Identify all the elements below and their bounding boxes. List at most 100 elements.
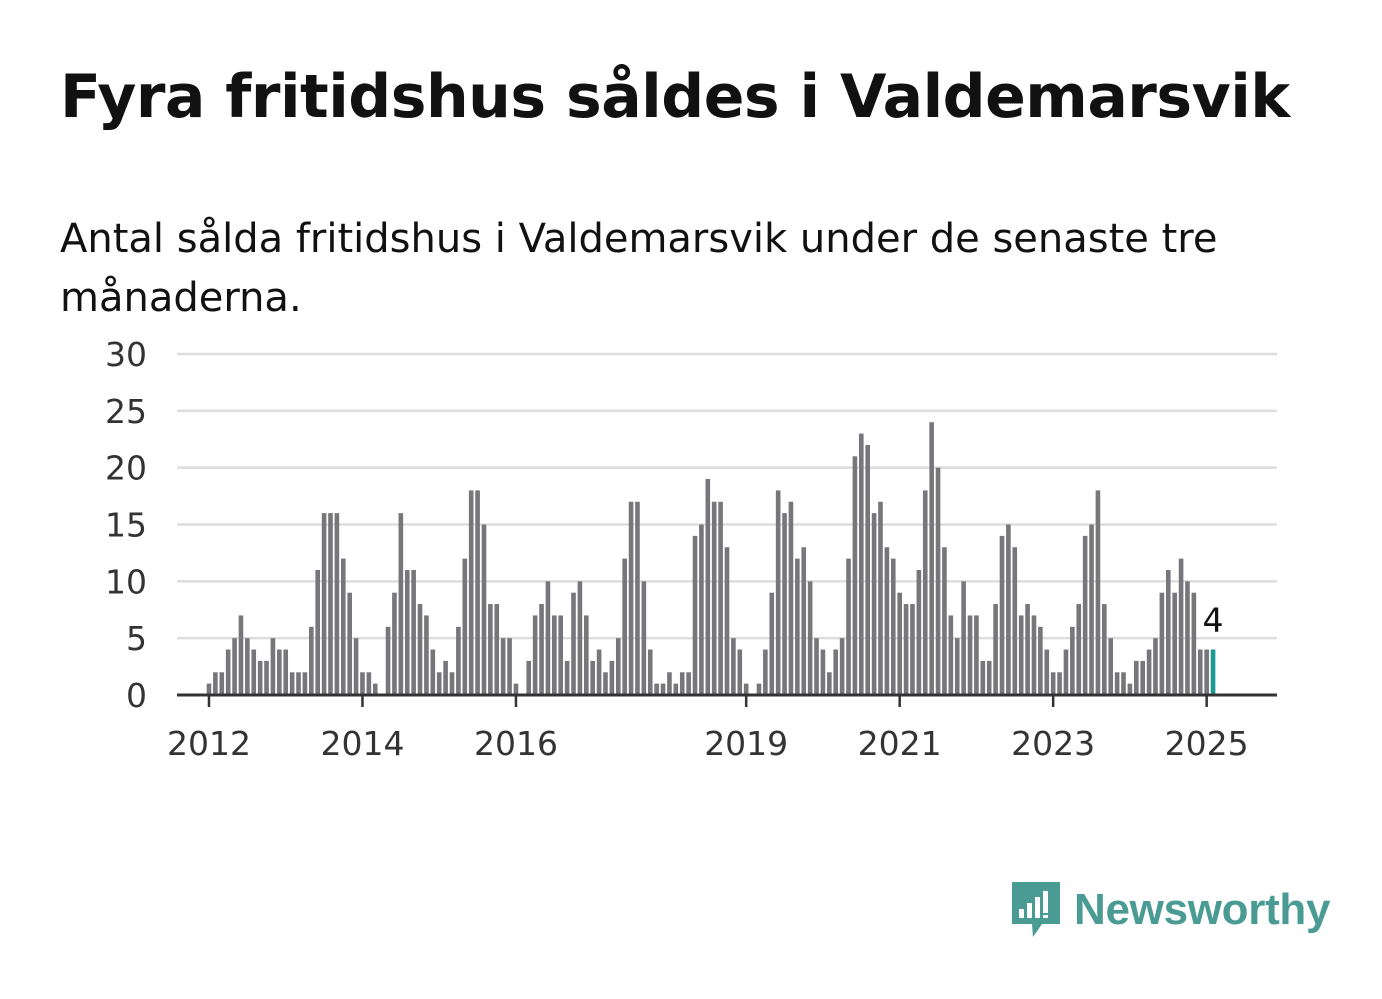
bar [1114,672,1120,695]
x-tick-label: 2014 [320,724,404,763]
bar [232,638,237,695]
bar [897,592,902,695]
bar [942,547,947,695]
bar [615,638,621,695]
bar [213,672,218,695]
bar [321,513,327,695]
bar [967,615,973,695]
bar [270,638,276,695]
bar [443,660,448,695]
bar [641,581,647,695]
bar [1050,672,1056,695]
bar [711,501,717,695]
bar [251,649,257,695]
bar [558,615,564,695]
bar [283,649,289,695]
bar [1031,615,1037,695]
bar [1210,649,1216,695]
bar [993,604,998,695]
bar [1070,626,1075,695]
bar [871,513,877,695]
bar [986,660,992,695]
y-tick-label: 10 [105,562,147,601]
bar [564,660,570,695]
bars [206,422,1216,695]
bar [404,569,410,695]
bar [1102,604,1107,695]
bar [795,558,800,695]
bar [424,615,429,695]
bar [769,592,775,695]
chart-title: Fyra fritidshus såldes i Valdemarsvik [60,62,1290,132]
bar [1159,592,1165,695]
bar [846,558,851,695]
bar [839,638,845,695]
bar [309,626,314,695]
bar [366,672,372,695]
bar [1076,604,1082,695]
bar [353,638,359,695]
bar [1127,683,1133,695]
bar [622,558,627,695]
bar [731,638,736,695]
bar [667,672,672,695]
bar [532,615,538,695]
newsworthy-brand: Newsworthy [1010,878,1330,942]
bar [347,592,352,695]
bar [679,672,685,695]
x-tick-label: 2019 [704,724,788,763]
bar [1012,547,1018,695]
bar [999,535,1005,695]
bar [775,490,781,695]
bar [827,672,832,695]
bar [494,604,500,695]
x-axis-ticks: 2012 2014 2016 2019 2021 2023 2025 [167,695,1249,763]
bar [245,638,250,695]
bar [980,660,986,695]
bar [673,683,679,695]
bar [903,604,909,695]
bar [552,615,557,695]
bar [481,524,487,695]
bar [1063,649,1069,695]
x-tick-label: 2021 [858,724,942,763]
bar [1191,592,1197,695]
bar [449,672,455,695]
bar [385,626,391,695]
bar [507,638,512,695]
bar [1025,604,1030,695]
newsworthy-logo-icon [1012,882,1060,937]
bar [686,672,691,695]
bar [1057,672,1062,695]
bar [974,615,979,695]
bar [654,683,659,695]
bar [1121,672,1126,695]
bar [724,547,730,695]
bar [526,660,532,695]
y-tick-label: 0 [126,676,147,715]
bar [1178,558,1184,695]
bar [1140,660,1145,695]
bar [647,649,653,695]
bar [820,649,826,695]
bar [1108,638,1114,695]
bar [1146,649,1152,695]
bar [910,604,915,695]
x-tick-label: 2016 [474,724,558,763]
bar [935,467,941,695]
bar [1095,490,1101,695]
bar [833,649,839,695]
bar [1172,592,1177,695]
bar [1082,535,1088,695]
bar [539,604,544,695]
bar [916,569,922,695]
bar [1134,660,1139,695]
bar [436,672,442,695]
bar [782,513,787,695]
bar [302,672,308,695]
bar [360,672,365,695]
bar [238,615,244,695]
bar [628,501,634,695]
bar [1038,626,1043,695]
